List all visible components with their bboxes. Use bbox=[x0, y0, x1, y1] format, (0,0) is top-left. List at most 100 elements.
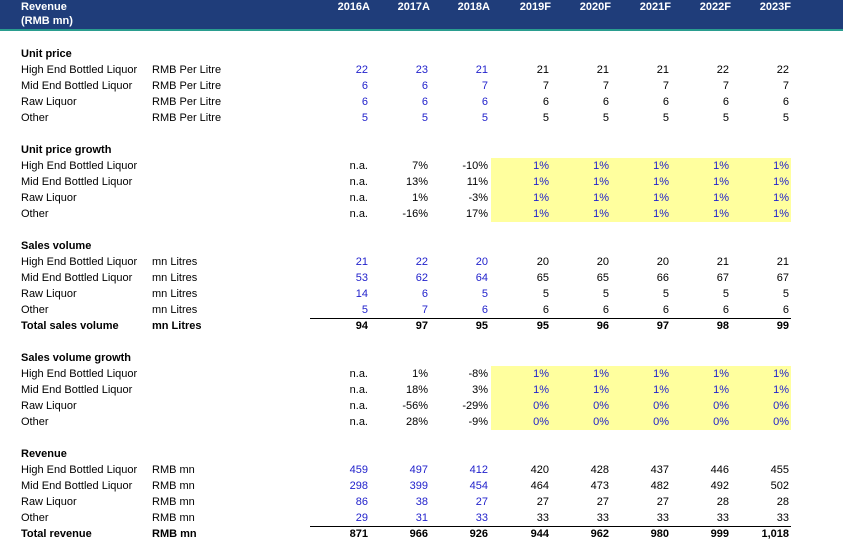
value-cell: 6 bbox=[421, 288, 428, 300]
table-row: Other RMB Per Litre 5 5 5 5 5 5 5 5 bbox=[0, 110, 861, 126]
value-cell: 1% bbox=[653, 208, 669, 220]
row-unit: RMB mn bbox=[152, 496, 195, 508]
value-cell: 1% bbox=[773, 160, 789, 172]
value-cell: 1% bbox=[713, 208, 729, 220]
total-value-cell: 98 bbox=[716, 320, 729, 332]
value-cell: 1% bbox=[773, 368, 789, 380]
value-cell: 33 bbox=[716, 512, 729, 524]
forecast-highlight bbox=[491, 366, 791, 430]
value-cell: 6 bbox=[602, 96, 609, 108]
total-rule bbox=[310, 318, 791, 319]
value-cell: 21 bbox=[776, 256, 789, 268]
value-cell: 0% bbox=[713, 400, 729, 412]
value-cell: 64 bbox=[475, 272, 488, 284]
value-cell: 22 bbox=[776, 64, 789, 76]
value-cell: 5 bbox=[722, 288, 729, 300]
table-row: Mid End Bottled Liquor RMB mn 298 399 454 464… bbox=[0, 478, 861, 494]
value-cell: 1% bbox=[773, 384, 789, 396]
value-cell: 412 bbox=[469, 464, 488, 476]
value-cell: 66 bbox=[656, 272, 669, 284]
year-header: 2023F bbox=[759, 1, 791, 13]
row-label: Other bbox=[21, 512, 49, 524]
total-value-cell: 94 bbox=[355, 320, 368, 332]
value-cell: 1% bbox=[713, 384, 729, 396]
total-value-cell: 97 bbox=[656, 320, 669, 332]
total-value-cell: 962 bbox=[590, 528, 609, 540]
table-row: Mid End Bottled Liquor RMB Per Litre 6 6 7 7 7… bbox=[0, 78, 861, 94]
row-unit: RMB Per Litre bbox=[152, 96, 222, 108]
value-cell: 1% bbox=[713, 368, 729, 380]
row-unit: RMB Per Litre bbox=[152, 64, 222, 76]
value-cell: 6 bbox=[722, 304, 729, 316]
value-cell: 0% bbox=[713, 416, 729, 428]
value-cell: 0% bbox=[593, 416, 609, 428]
row-label: High End Bottled Liquor bbox=[21, 368, 138, 380]
value-cell: 6 bbox=[542, 96, 549, 108]
total-label: Total revenue bbox=[21, 528, 92, 540]
section-title: Sales volume growth bbox=[21, 352, 132, 364]
value-cell: 0% bbox=[593, 400, 609, 412]
section-title: Sales volume bbox=[21, 240, 92, 252]
table-row: High End Bottled Liquor n.a. 7% -10% 1% 1% 1% 1… bbox=[0, 158, 861, 174]
value-cell: 28% bbox=[405, 416, 428, 428]
value-cell: n.a. bbox=[349, 208, 368, 220]
value-cell: 29 bbox=[355, 512, 368, 524]
value-cell: 1% bbox=[593, 368, 609, 380]
value-cell: 7 bbox=[782, 80, 789, 92]
value-cell: 1% bbox=[593, 160, 609, 172]
value-cell: 67 bbox=[776, 272, 789, 284]
section-header-row: Revenue bbox=[0, 446, 861, 462]
value-cell: n.a. bbox=[349, 160, 368, 172]
row-label: Other bbox=[21, 112, 49, 124]
row-label: High End Bottled Liquor bbox=[21, 160, 138, 172]
value-cell: 21 bbox=[475, 64, 488, 76]
value-cell: 5 bbox=[421, 112, 428, 124]
row-unit: RMB Per Litre bbox=[152, 80, 222, 92]
value-cell: 1% bbox=[593, 192, 609, 204]
value-cell: 6 bbox=[481, 304, 488, 316]
section-header-row: Unit price growth bbox=[0, 142, 861, 158]
total-value-cell: 97 bbox=[415, 320, 428, 332]
table-row: Raw Liquor RMB mn 86 38 27 27 27 27 28 28 bbox=[0, 494, 861, 510]
table-subtitle: (RMB mn) bbox=[21, 15, 73, 27]
value-cell: 1% bbox=[533, 160, 549, 172]
table-row: Mid End Bottled Liquor n.a. 13% 11% 1% 1% 1% 1%… bbox=[0, 174, 861, 190]
value-cell: 5 bbox=[782, 288, 789, 300]
value-cell: 1% bbox=[533, 384, 549, 396]
forecast-highlight bbox=[491, 158, 791, 222]
value-cell: 5 bbox=[662, 112, 669, 124]
value-cell: n.a. bbox=[349, 384, 368, 396]
value-cell: 420 bbox=[530, 464, 549, 476]
table-row: High End Bottled Liquor mn Litres 21 22 20 20… bbox=[0, 254, 861, 270]
total-value-cell: 99 bbox=[776, 320, 789, 332]
value-cell: 22 bbox=[355, 64, 368, 76]
year-header: 2020F bbox=[579, 1, 611, 13]
row-label: High End Bottled Liquor bbox=[21, 256, 138, 268]
row-unit: RMB Per Litre bbox=[152, 112, 222, 124]
year-header: 2022F bbox=[699, 1, 731, 13]
value-cell: n.a. bbox=[349, 368, 368, 380]
value-cell: -3% bbox=[468, 192, 488, 204]
value-cell: 21 bbox=[656, 64, 669, 76]
value-cell: 6 bbox=[361, 96, 368, 108]
value-cell: 497 bbox=[409, 464, 428, 476]
value-cell: 5 bbox=[782, 112, 789, 124]
value-cell: 0% bbox=[773, 416, 789, 428]
value-cell: 5 bbox=[602, 112, 609, 124]
table-row: High End Bottled Liquor n.a. 1% -8% 1% 1% 1% 1%… bbox=[0, 366, 861, 382]
value-cell: 27 bbox=[536, 496, 549, 508]
total-value-cell: 926 bbox=[469, 528, 488, 540]
value-cell: 428 bbox=[590, 464, 609, 476]
section-header-row: Unit price bbox=[0, 46, 861, 62]
table-row: High End Bottled Liquor RMB Per Litre 22 23… bbox=[0, 62, 861, 78]
value-cell: 5 bbox=[481, 112, 488, 124]
value-cell: 0% bbox=[533, 400, 549, 412]
row-label: Mid End Bottled Liquor bbox=[21, 272, 133, 284]
value-cell: n.a. bbox=[349, 416, 368, 428]
table-row: Mid End Bottled Liquor mn Litres 53 62 64 65 6… bbox=[0, 270, 861, 286]
value-cell: 1% bbox=[653, 384, 669, 396]
table-row: Other RMB mn 29 31 33 33 33 33 33 33 bbox=[0, 510, 861, 526]
value-cell: 20 bbox=[656, 256, 669, 268]
value-cell: 6 bbox=[662, 96, 669, 108]
row-label: Other bbox=[21, 304, 49, 316]
